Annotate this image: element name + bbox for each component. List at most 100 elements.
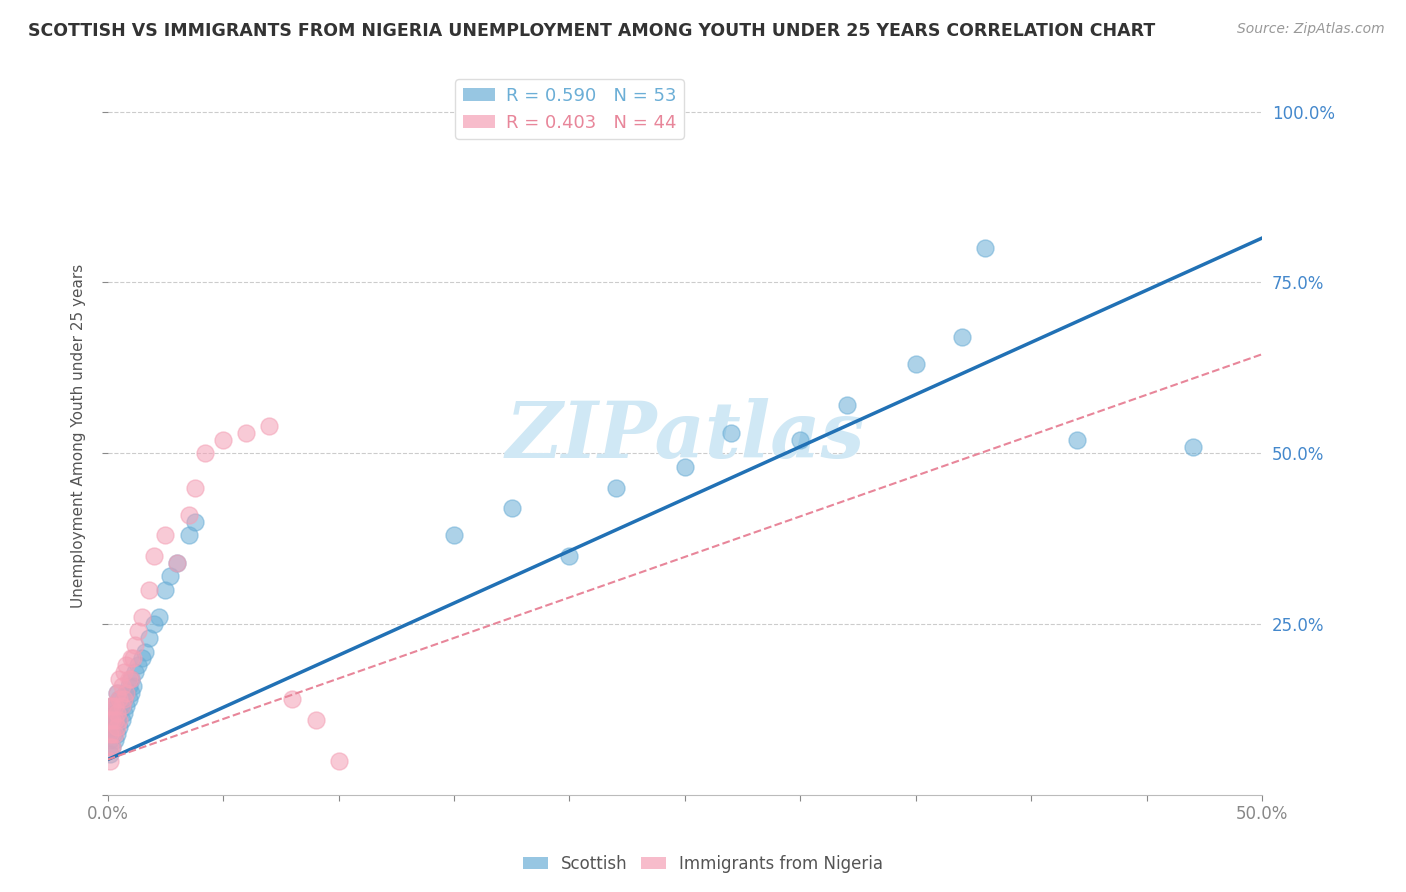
Point [105,685,128,699]
Point [105,706,128,720]
Point [104,699,127,714]
Text: ZIPatlas: ZIPatlas [505,398,865,475]
Point [120,651,142,665]
Point [101,726,124,740]
Point [122,679,145,693]
Point [166,556,188,570]
Point [98,754,121,768]
Point [1066,433,1088,447]
Point [98,747,121,761]
Point [108,692,131,706]
Point [111,699,134,714]
Point [212,433,235,447]
Point [98,733,121,747]
Point [558,549,581,563]
Legend: R = 0.590   N = 53, R = 0.403   N = 44: R = 0.590 N = 53, R = 0.403 N = 44 [456,79,683,139]
Point [104,720,127,734]
Point [112,692,135,706]
Point [112,692,135,706]
Point [155,582,177,597]
Point [108,706,131,720]
Point [115,685,138,699]
Point [108,672,131,686]
Point [124,665,146,679]
Point [177,508,200,522]
Point [111,699,134,714]
Point [120,685,142,699]
Point [131,651,153,665]
Point [101,699,124,714]
Point [122,651,145,665]
Point [159,569,181,583]
Point [120,672,142,686]
Point [104,706,127,720]
Point [720,425,742,440]
Point [904,358,927,372]
Point [111,679,134,693]
Point [124,638,146,652]
Point [177,528,200,542]
Point [120,672,142,686]
Point [142,617,165,632]
Point [105,713,128,727]
Point [142,549,165,563]
Point [98,720,121,734]
Point [835,399,858,413]
Point [443,528,465,542]
Point [605,481,627,495]
Point [155,528,177,542]
Point [117,672,139,686]
Point [950,330,973,344]
Point [501,501,523,516]
Point [104,713,127,727]
Point [115,699,138,714]
Point [105,726,128,740]
Point [105,720,128,734]
Point [101,699,124,714]
Point [127,624,149,638]
Point [101,713,124,727]
Point [131,610,153,624]
Point [134,644,156,658]
Point [105,685,128,699]
Point [98,713,121,727]
Text: Source: ZipAtlas.com: Source: ZipAtlas.com [1237,22,1385,37]
Point [101,740,124,755]
Point [148,610,170,624]
Point [115,685,138,699]
Point [105,699,128,714]
Point [127,658,149,673]
Point [304,713,326,727]
Y-axis label: Unemployment Among Youth under 25 years: Unemployment Among Youth under 25 years [72,264,86,608]
Point [194,446,217,460]
Point [138,631,160,645]
Point [166,556,188,570]
Point [112,706,135,720]
Point [104,726,127,740]
Point [1181,440,1204,454]
Point [138,582,160,597]
Point [98,726,121,740]
Legend: Scottish, Immigrants from Nigeria: Scottish, Immigrants from Nigeria [516,848,890,880]
Point [117,679,139,693]
Point [115,658,138,673]
Point [108,720,131,734]
Point [974,241,997,255]
Point [328,754,350,768]
Point [117,692,139,706]
Point [104,733,127,747]
Point [108,713,131,727]
Point [673,460,696,475]
Point [111,713,134,727]
Point [184,481,207,495]
Point [235,425,257,440]
Point [98,740,121,755]
Point [789,433,811,447]
Point [259,419,281,434]
Text: SCOTTISH VS IMMIGRANTS FROM NIGERIA UNEMPLOYMENT AMONG YOUTH UNDER 25 YEARS CORR: SCOTTISH VS IMMIGRANTS FROM NIGERIA UNEM… [28,22,1156,40]
Point [101,726,124,740]
Point [101,740,124,755]
Point [281,692,304,706]
Point [112,665,135,679]
Point [108,692,131,706]
